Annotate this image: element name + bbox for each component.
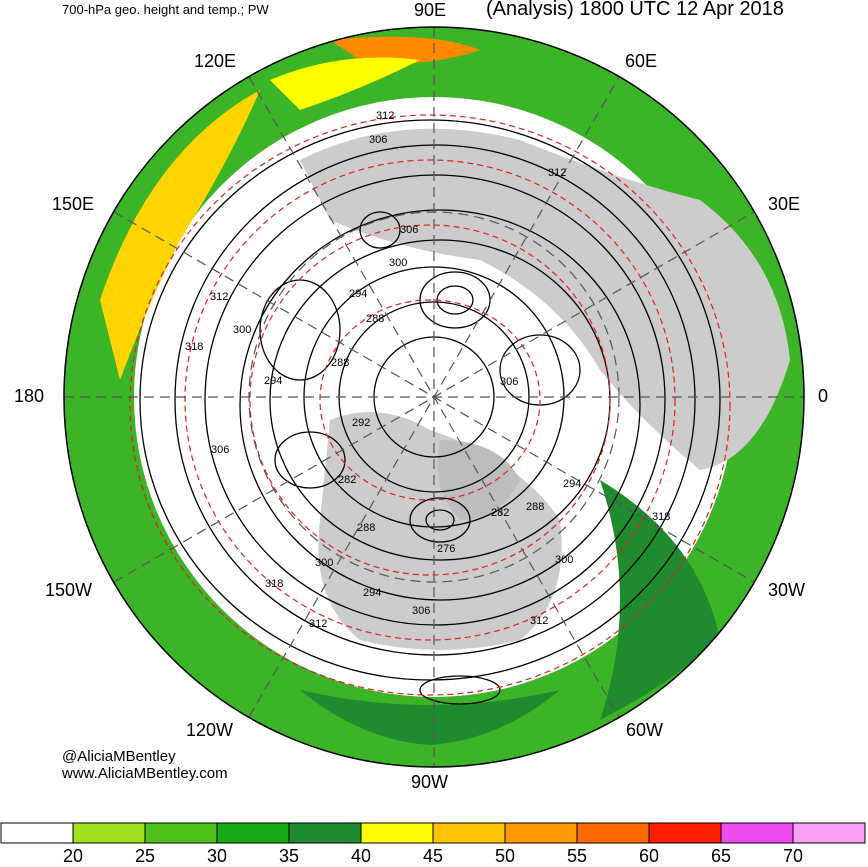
colorbar-tick-label: 30 (206, 846, 228, 866)
lon-label-0: 0 (818, 386, 829, 406)
pw-dark-green-south (300, 690, 560, 745)
contour-label: 312 (548, 167, 566, 179)
colorbar-tick-label: 65 (710, 846, 732, 866)
map-border (63, 26, 805, 768)
contour-label: 300 (315, 557, 333, 569)
colorbar-swatch (792, 822, 866, 844)
colorbar-swatch (72, 822, 146, 844)
colorbar-swatch (432, 822, 506, 844)
pw-dark-green-east (600, 480, 720, 720)
contour-label: 312 (309, 618, 327, 630)
colorbar-tick-label: 70 (782, 846, 804, 866)
contour-label: 312 (210, 291, 228, 303)
colorbar-swatch (216, 822, 290, 844)
contour-label: 294 (349, 288, 367, 300)
contour-label: 294 (363, 587, 381, 599)
pw-high-band-northwest (100, 90, 260, 380)
lon-label-30e: 30E (768, 194, 801, 214)
lon-label-60w: 60W (626, 720, 664, 740)
contour-label: 318 (652, 511, 670, 523)
contour-label: 288 (526, 501, 544, 513)
land-greenland (437, 440, 520, 520)
pw-high-band-north (330, 36, 480, 64)
contour-label: 300 (389, 257, 407, 269)
contour-label: 288 (357, 522, 375, 534)
colorbar-tick-label: 40 (350, 846, 372, 866)
contour-label: 276 (437, 543, 455, 555)
colorbar-tick-label: 45 (422, 846, 444, 866)
contour-label: 306 (500, 376, 518, 388)
temperature-contours (129, 114, 731, 696)
lon-label-150w: 150W (45, 580, 93, 600)
lon-label-120w: 120W (186, 720, 234, 740)
contour-label: 312 (530, 615, 548, 627)
lon-label-30w: 30W (768, 580, 806, 600)
credit-author: @AliciaMBentley (62, 748, 176, 765)
contour-label: 306 (412, 605, 430, 617)
contour-label: 318 (265, 578, 283, 590)
contour-label: 306 (400, 224, 418, 236)
colorbar-swatch (720, 822, 794, 844)
pw-yellow-band-north (270, 57, 420, 110)
colorbar-tick-label: 55 (566, 846, 588, 866)
lon-label-90w: 90W (411, 772, 449, 792)
contour-label: 294 (563, 478, 581, 490)
lon-label-60e: 60E (625, 51, 658, 71)
graticule (64, 27, 804, 767)
contour-label: 312 (376, 110, 394, 122)
lon-label-120e: 120E (194, 51, 237, 71)
land-asia-europe (300, 128, 790, 470)
analysis-time: (Analysis) 1800 UTC 12 Apr 2018 (486, 0, 784, 20)
contour-label: 288 (331, 357, 349, 369)
colorbar-tick-label: 35 (278, 846, 300, 866)
pw-colorbar (0, 822, 866, 844)
contour-label: 294 (264, 375, 282, 387)
contour-label: 300 (233, 324, 251, 336)
colorbar-tick-label: 50 (494, 846, 516, 866)
colorbar-tick-label: 25 (134, 846, 156, 866)
lon-label-150e: 150E (52, 194, 95, 214)
colorbar-swatch (288, 822, 362, 844)
contour-label: 282 (338, 474, 356, 486)
contour-label: 300 (555, 554, 573, 566)
contour-label: 306 (211, 444, 229, 456)
contour-label: 318 (185, 341, 203, 353)
lon-label-90e: 90E (414, 0, 447, 20)
colorbar-swatch (576, 822, 650, 844)
lon-label-180: 180 (14, 386, 45, 406)
contour-label: 282 (491, 507, 509, 519)
colorbar-swatch (648, 822, 722, 844)
credit-website: www.AliciaMBentley.com (62, 765, 228, 782)
map-title: 700-hPa geo. height and temp.; PW (62, 2, 269, 17)
colorbar-swatch (0, 822, 74, 844)
colorbar-tick-label: 60 (638, 846, 660, 866)
contour-label: 288 (366, 313, 384, 325)
colorbar-tick-label: 20 (62, 846, 84, 866)
colorbar-swatch (360, 822, 434, 844)
contour-label: 292 (352, 417, 370, 429)
contour-label: 306 (369, 134, 387, 146)
colorbar-swatch (504, 822, 578, 844)
colorbar-swatch (144, 822, 218, 844)
polar-map: 312 306 312 306 300 294 288 288 312 300 … (63, 26, 805, 768)
